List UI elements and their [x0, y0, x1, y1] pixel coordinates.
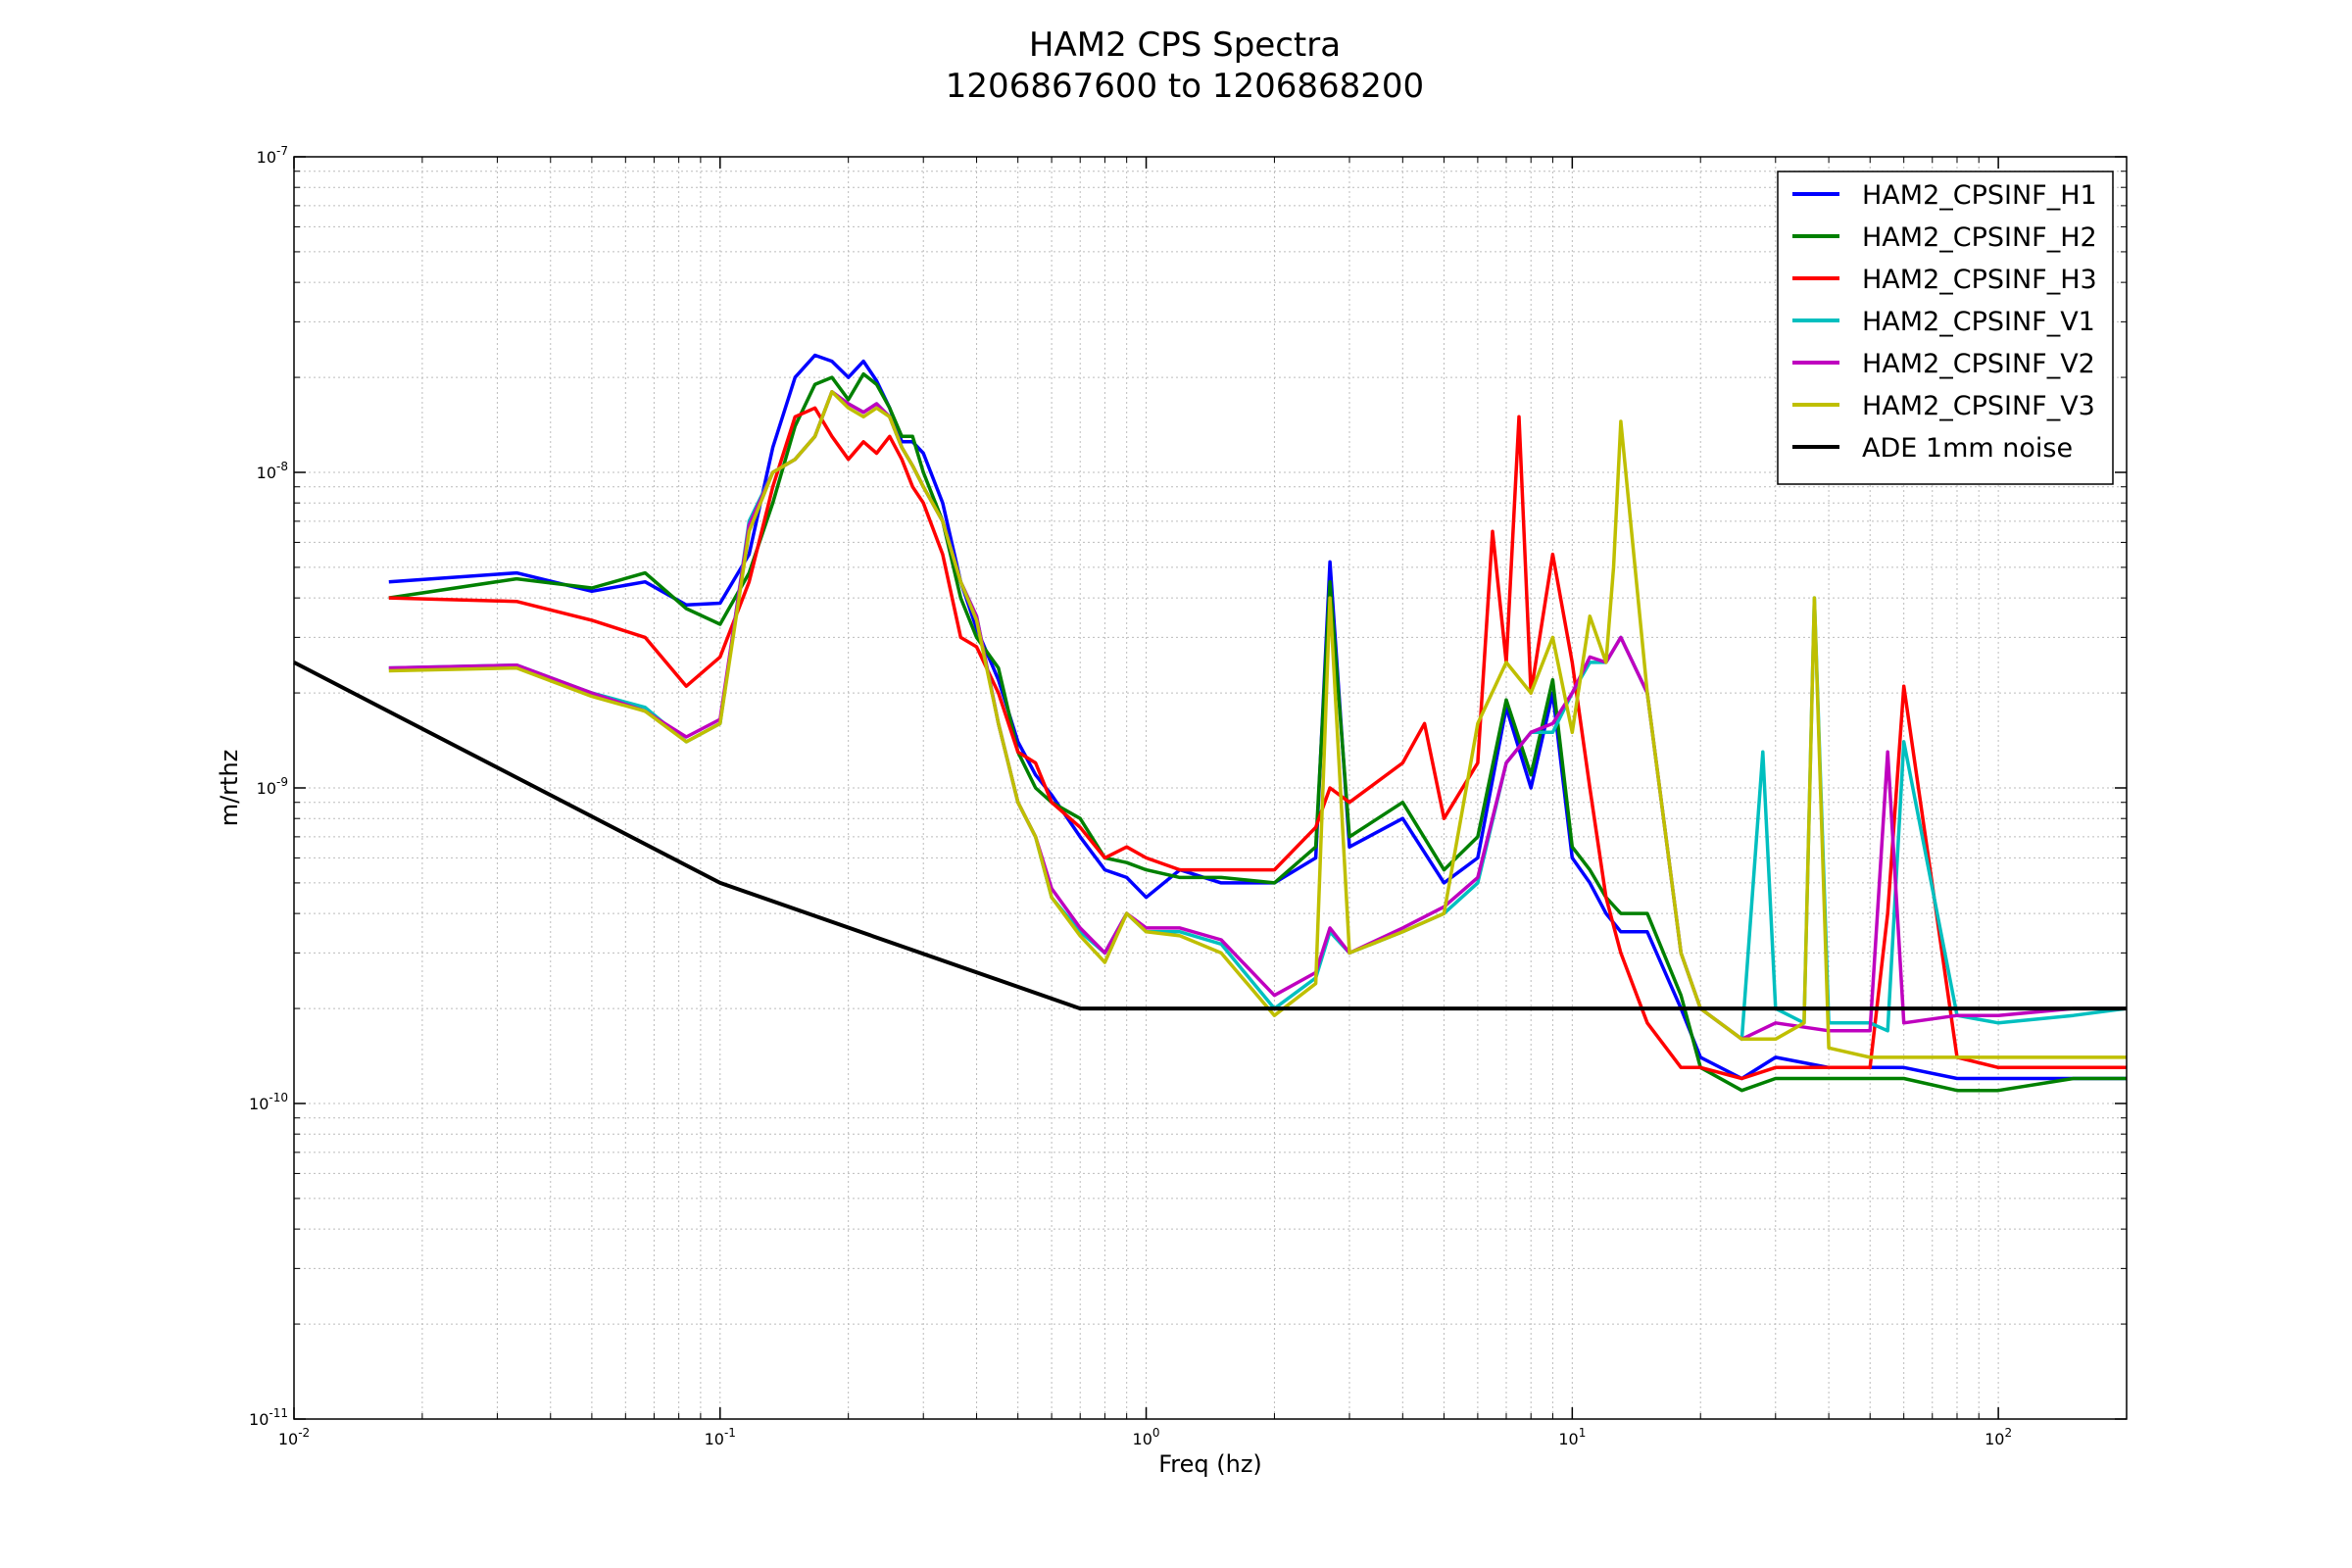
legend: HAM2_CPSINF_H1 HAM2_CPSINF_H2 HAM2_CPSINF_… — [1777, 171, 2114, 485]
y-tick-label: 10-10 — [249, 1091, 288, 1113]
tick-layer: 10-2 10-1 100 101 102 10-11 10-10 10-9 10-8 10-7 — [249, 144, 2128, 1448]
y-tick-label: 10-11 — [249, 1406, 288, 1429]
series-line-ham2-cpsinf-h2 — [388, 371, 2127, 1093]
y-tick-label: 10-8 — [257, 460, 288, 482]
series-line-ade-1mm-noise — [293, 661, 2127, 1011]
x-tick-label: 101 — [1558, 1426, 1586, 1448]
x-tick-label: 10-1 — [705, 1426, 736, 1448]
series-line-ham2-cpsinf-h3 — [388, 406, 2127, 1081]
series-layer — [293, 353, 2128, 1093]
legend-label: HAM2_CPSINF_H1 — [1862, 180, 2097, 211]
series-line-ham2-cpsinf-v3 — [388, 390, 2127, 1059]
y-axis-label: m/rthz — [216, 750, 243, 827]
x-tick-label: 100 — [1133, 1426, 1160, 1448]
legend-label: ADE 1mm noise — [1862, 433, 2073, 464]
legend-box — [1777, 171, 2114, 485]
y-tick-label: 10-7 — [257, 144, 288, 167]
x-tick-label: 10-2 — [278, 1426, 310, 1448]
legend-label: HAM2_CPSINF_H2 — [1862, 222, 2097, 253]
x-tick-label: 102 — [1984, 1426, 2012, 1448]
y-tick-label: 10-9 — [257, 775, 288, 798]
legend-label: HAM2_CPSINF_H3 — [1862, 265, 2097, 295]
legend-label: HAM2_CPSINF_V3 — [1862, 391, 2095, 421]
legend-label: HAM2_CPSINF_V2 — [1862, 349, 2095, 379]
chart-subtitle: 1206867600 to 1206868200 — [946, 67, 1424, 106]
chart-title: HAM2 CPS Spectra — [1029, 25, 1341, 65]
x-axis-label: Freq (hz) — [1158, 1450, 1262, 1478]
legend-label: HAM2_CPSINF_V1 — [1862, 307, 2095, 337]
